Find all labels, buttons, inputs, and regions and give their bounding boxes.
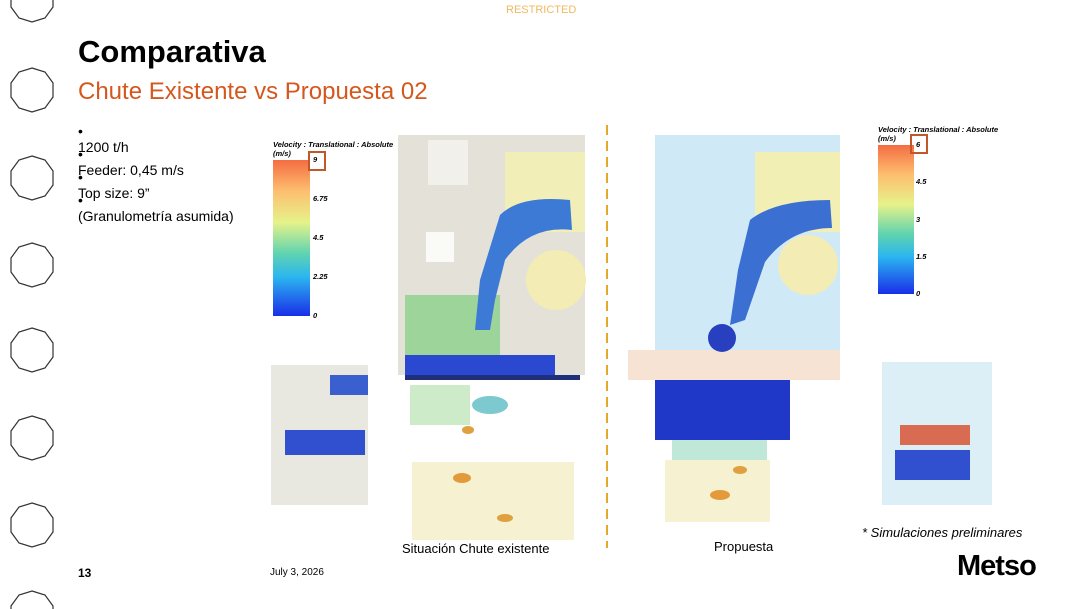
legend-tick: 6: [916, 140, 921, 149]
simulation-existing: [398, 135, 586, 540]
title: Comparativa: [78, 34, 266, 69]
bullet-text: Top size: 9”: [78, 185, 150, 201]
simulation-proposal: [628, 135, 840, 522]
legend-tick: 4.5: [313, 233, 324, 242]
simulation-existing-detail: [330, 375, 368, 395]
bullet-item: • (Granulometría asumida): [78, 192, 234, 224]
simulation-proposal-detail: [900, 425, 970, 445]
bullet-item: • 1200 t/h: [78, 123, 129, 155]
legend-tick: 1.5: [916, 251, 927, 261]
bullet-marker: •: [78, 123, 83, 139]
legend-title: Velocity : Translational : Absolute (m/s): [273, 140, 393, 158]
logo: Metso: [957, 550, 1037, 582]
colorbar: [878, 145, 914, 294]
bullet-item: • Top size: 9”: [78, 169, 150, 201]
legend-tick: 9: [313, 155, 318, 164]
legend-unit: (m/s): [878, 134, 896, 143]
simulation-existing-detail: [285, 430, 365, 455]
binding-rings: [10, 0, 54, 609]
legend-tick: 2.25: [313, 272, 328, 281]
note: * Simulaciones preliminares: [862, 525, 1023, 540]
simulation-proposal-detail: [895, 450, 970, 480]
caption: Propuesta: [714, 539, 774, 554]
bullet-marker: •: [78, 169, 83, 185]
legend-tick: 4.5: [916, 177, 927, 187]
legend-tick: 6.75: [313, 194, 328, 203]
caption: Situación Chute existente: [402, 541, 550, 556]
subtitle: Chute Existente vs Propuesta 02: [78, 78, 428, 105]
legend-title: Velocity : Translational : Absolute (m/s): [878, 125, 998, 143]
bullet-marker: •: [78, 146, 83, 162]
bullet-marker: •: [78, 192, 83, 208]
bullet-text: 1200 t/h: [78, 139, 129, 155]
legend-tick: 0: [313, 311, 318, 320]
legend-tick: 3: [916, 214, 921, 224]
page-number: 13: [78, 566, 92, 580]
bullet-item: • Feeder: 0,45 m/s: [78, 146, 184, 178]
highlight-box: [308, 151, 326, 171]
bullet-text: (Granulometría asumida): [78, 208, 234, 224]
highlight-box: [910, 134, 928, 154]
legend-title-text: Velocity : Translational : Absolute: [878, 125, 999, 134]
classification: RESTRICTED: [506, 4, 577, 16]
legend-tick: 0: [916, 289, 921, 298]
colorbar: [273, 160, 310, 316]
legend-unit: (m/s): [273, 149, 291, 158]
date: July 3, 2026: [270, 567, 324, 578]
bullet-text: Feeder: 0,45 m/s: [78, 162, 184, 178]
legend-title-text: Velocity : Translational : Absolute: [273, 140, 394, 149]
